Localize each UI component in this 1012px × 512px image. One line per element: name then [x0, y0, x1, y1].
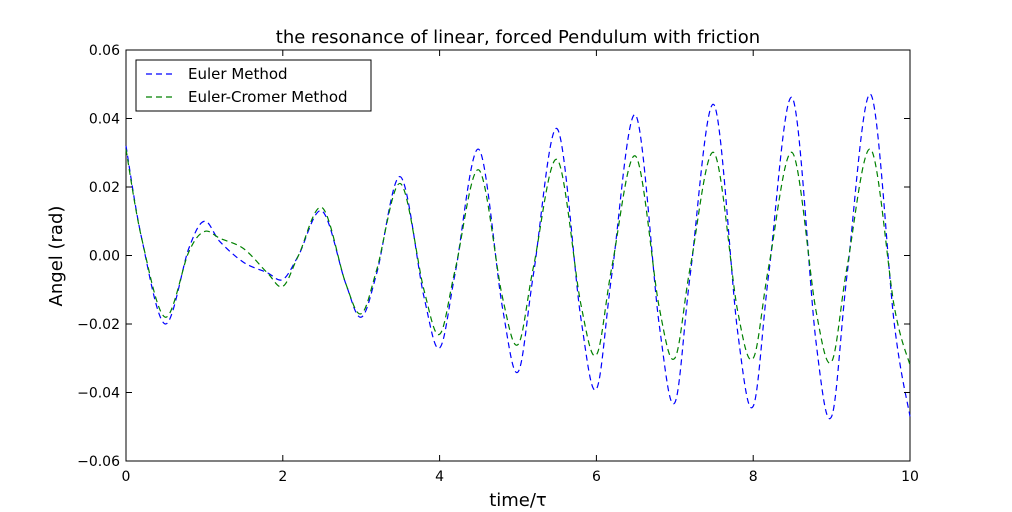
y-axis-label: Angel (rad)	[46, 206, 67, 307]
x-tick-label-5: 10	[901, 469, 919, 485]
y-tick-label-2: −0.02	[77, 317, 120, 333]
y-tick-label-6: 0.06	[89, 43, 120, 59]
x-tick-label-1: 2	[278, 469, 287, 485]
x-tick-label-2: 4	[435, 469, 444, 485]
x-axis-label: time/τ	[489, 490, 547, 511]
x-tick-label-3: 6	[592, 469, 601, 485]
y-tick-label-5: 0.04	[89, 112, 120, 128]
y-tick-label-3: 0.00	[89, 249, 120, 265]
y-tick-label-1: −0.04	[77, 386, 120, 402]
chart-title: the resonance of linear, forced Pendulum…	[276, 27, 760, 48]
legend-label-euler-cromer-method: Euler-Cromer Method	[188, 88, 348, 106]
legend-box	[135, 59, 372, 112]
y-tick-label-4: 0.02	[89, 180, 120, 196]
series-line-euler-cromer-method	[125, 148, 911, 366]
y-tick-label-0: −0.06	[77, 454, 120, 470]
plot-frame	[125, 49, 911, 462]
x-tick-label-0: 0	[122, 469, 131, 485]
ticks-layer: 0 2 4 6 8 10 −0.06 −0.04 −0.02 0.00 0.02 0.04 0.06	[77, 43, 919, 485]
legend-label-euler-method: Euler Method	[188, 65, 288, 83]
plot-area: 0 2 4 6 8 10 −0.06 −0.04 −0.02 0.00 0.02 0.04 0.06	[77, 43, 919, 485]
x-tick-label-4: 8	[749, 469, 758, 485]
series-line-euler-method	[125, 93, 911, 420]
series-layer	[125, 93, 911, 420]
legend: Euler Method Euler-Cromer Method	[135, 59, 372, 112]
